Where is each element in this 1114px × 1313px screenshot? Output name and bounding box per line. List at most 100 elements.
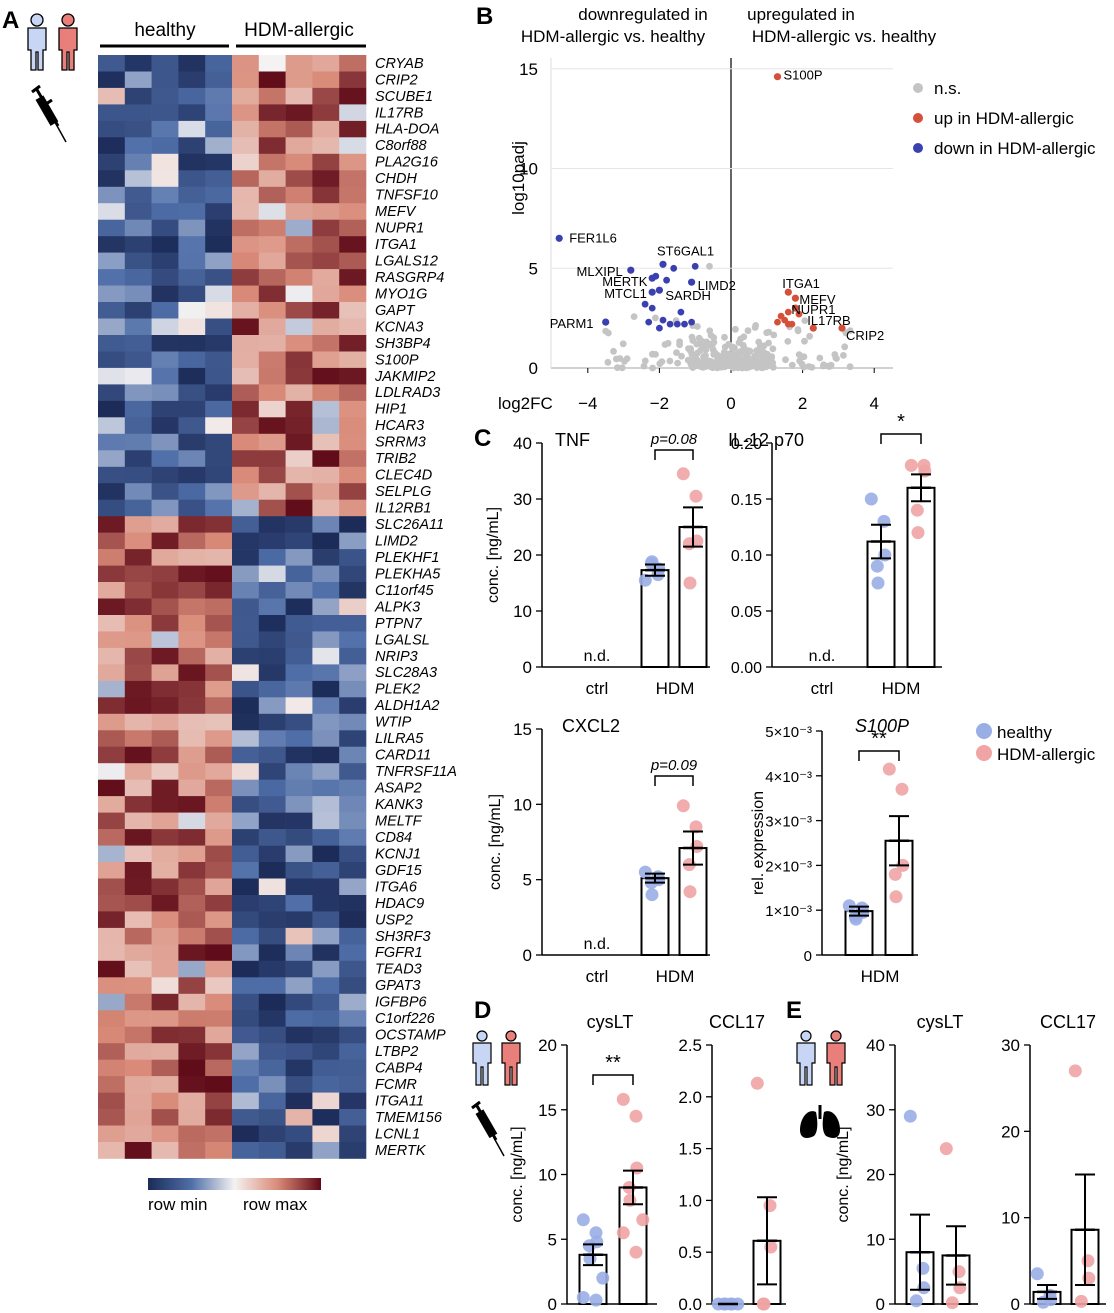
- heatmap-cell: [232, 137, 260, 155]
- gene-label: HLA-DOA: [375, 122, 439, 138]
- heatmap-cell: [312, 499, 340, 517]
- heatmap-cell: [312, 911, 340, 929]
- significance-bracket: [654, 449, 694, 460]
- heatmap-cell: [151, 335, 179, 352]
- gene-label: CRYAB: [375, 56, 424, 72]
- heatmap-cell: [151, 895, 179, 912]
- point-ns: [784, 338, 792, 345]
- heatmap-cell: [151, 351, 179, 369]
- heatmap-cell: [285, 400, 313, 418]
- data-point-allergic: [1068, 1064, 1082, 1078]
- point-ns: [641, 357, 649, 365]
- point-ns: [826, 363, 834, 370]
- heatmap-cell: [312, 598, 340, 616]
- heatmap-cell: [178, 664, 206, 682]
- heatmap-cell: [98, 318, 126, 336]
- heatmap-cell: [232, 186, 260, 204]
- gene-label: GPAT3: [375, 978, 420, 994]
- heatmap-cell: [232, 631, 260, 649]
- heatmap-cell: [258, 400, 286, 418]
- heatmap-cell: [258, 911, 286, 929]
- heatmap-cell: [98, 219, 126, 237]
- heatmap-cell: [339, 269, 367, 286]
- heatmap-cell: [124, 713, 152, 731]
- point-down: [663, 276, 670, 284]
- point-ns: [768, 354, 775, 362]
- heatmap-cell: [124, 895, 152, 912]
- data-point-healthy: [596, 1271, 610, 1285]
- heatmap-cell: [178, 697, 206, 715]
- heatmap-cell: [312, 1026, 340, 1044]
- heatmap-cell: [124, 417, 152, 435]
- heatmap-cell: [98, 615, 126, 632]
- heatmap-cell: [258, 269, 286, 286]
- y-tick-label: 15: [519, 60, 538, 79]
- heatmap-cell: [312, 203, 340, 220]
- heatmap-cell: [285, 878, 313, 896]
- point-ns: [689, 359, 696, 367]
- y-tick-label: 40: [866, 1036, 885, 1055]
- heatmap-cell: [205, 565, 233, 583]
- heatmap-cell: [124, 384, 152, 402]
- heatmap-legend-min: row min: [148, 1195, 208, 1214]
- point-label: LIMD2: [698, 278, 736, 293]
- heatmap-cell: [178, 895, 206, 912]
- heatmap-cell: [258, 516, 286, 533]
- heatmap-cell: [124, 252, 152, 270]
- heatmap-cell: [178, 137, 206, 155]
- heatmap-cell: [232, 170, 260, 188]
- panel-a-letter: A: [2, 7, 19, 34]
- heatmap-cell: [312, 812, 340, 830]
- heatmap-cell: [339, 664, 367, 682]
- heatmap-cell: [339, 1125, 367, 1143]
- point-ns: [732, 325, 739, 333]
- heatmap-cell: [98, 285, 126, 303]
- y-tick-label: 5: [529, 259, 538, 278]
- heatmap-cell: [98, 104, 126, 122]
- heatmap-cell: [178, 252, 206, 270]
- heatmap-cell: [124, 532, 152, 550]
- heatmap-cell: [232, 71, 260, 89]
- heatmap-cell: [258, 483, 286, 500]
- heatmap-cell: [124, 170, 152, 188]
- heatmap-cell: [258, 417, 286, 435]
- heatmap-cell: [258, 499, 286, 517]
- heatmap-cell: [339, 384, 367, 402]
- y-tick-label: 5: [523, 871, 532, 890]
- point-ns: [840, 352, 847, 359]
- heatmap-cell: [258, 285, 286, 303]
- point-ns: [676, 341, 683, 349]
- panel-a: A healthy HDM-allergic CRYABCRIP2SCUBE1I…: [2, 7, 457, 1214]
- heatmap-cell: [232, 993, 260, 1011]
- heatmap-cell: [178, 746, 206, 764]
- gene-label: MYO1G: [375, 286, 427, 302]
- gene-label: SH3BP4: [375, 336, 431, 352]
- heatmap-cell: [205, 1059, 233, 1077]
- heatmap-cell: [124, 153, 152, 171]
- heatmap-cell: [98, 466, 126, 484]
- point-up: [777, 312, 785, 320]
- nd-label: n.d.: [584, 936, 611, 953]
- heatmap-cell: [124, 845, 152, 863]
- heatmap-cell: [232, 285, 260, 303]
- y-tick-label: 10: [1001, 1209, 1020, 1228]
- heatmap-cell: [98, 120, 126, 138]
- heatmap-cell: [124, 367, 152, 385]
- heatmap-cell: [258, 977, 286, 995]
- point-ns: [614, 364, 621, 371]
- heatmap-cell: [285, 1092, 313, 1110]
- heatmap-cell: [205, 104, 233, 122]
- heatmap-cell: [339, 1142, 367, 1159]
- heatmap-cell: [232, 1109, 260, 1126]
- heatmap-cell: [151, 598, 179, 616]
- heatmap-cell: [98, 87, 126, 105]
- point-ns: [678, 352, 685, 360]
- point-ns: [710, 334, 718, 341]
- heatmap-cell: [285, 829, 313, 846]
- gene-label: IL12RB1: [375, 501, 431, 517]
- heatmap-cell: [178, 384, 206, 402]
- heatmap-cell: [232, 895, 260, 912]
- point-up: [791, 304, 800, 312]
- data-point-healthy: [638, 865, 652, 879]
- heatmap-cell: [232, 1010, 260, 1028]
